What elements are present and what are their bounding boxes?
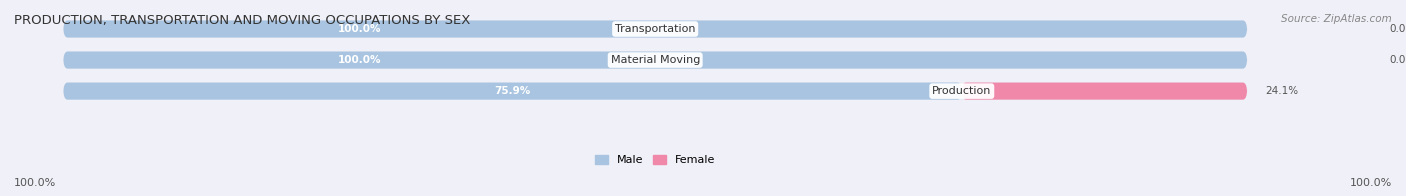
Text: Material Moving: Material Moving — [610, 55, 700, 65]
FancyBboxPatch shape — [63, 83, 962, 100]
Text: 100.0%: 100.0% — [337, 55, 381, 65]
Text: 24.1%: 24.1% — [1265, 86, 1298, 96]
FancyBboxPatch shape — [63, 52, 1247, 69]
Text: 100.0%: 100.0% — [337, 24, 381, 34]
FancyBboxPatch shape — [63, 83, 1247, 100]
Text: Source: ZipAtlas.com: Source: ZipAtlas.com — [1281, 14, 1392, 24]
Text: Transportation: Transportation — [614, 24, 696, 34]
Text: 0.0%: 0.0% — [1389, 55, 1406, 65]
FancyBboxPatch shape — [63, 52, 1247, 69]
Text: PRODUCTION, TRANSPORTATION AND MOVING OCCUPATIONS BY SEX: PRODUCTION, TRANSPORTATION AND MOVING OC… — [14, 14, 471, 27]
Text: 100.0%: 100.0% — [14, 178, 56, 188]
Text: 0.0%: 0.0% — [1389, 24, 1406, 34]
Legend: Male, Female: Male, Female — [591, 150, 720, 170]
Text: 75.9%: 75.9% — [495, 86, 530, 96]
FancyBboxPatch shape — [63, 20, 1247, 38]
Text: 100.0%: 100.0% — [1350, 178, 1392, 188]
Text: Production: Production — [932, 86, 991, 96]
FancyBboxPatch shape — [962, 83, 1247, 100]
FancyBboxPatch shape — [63, 20, 1247, 38]
